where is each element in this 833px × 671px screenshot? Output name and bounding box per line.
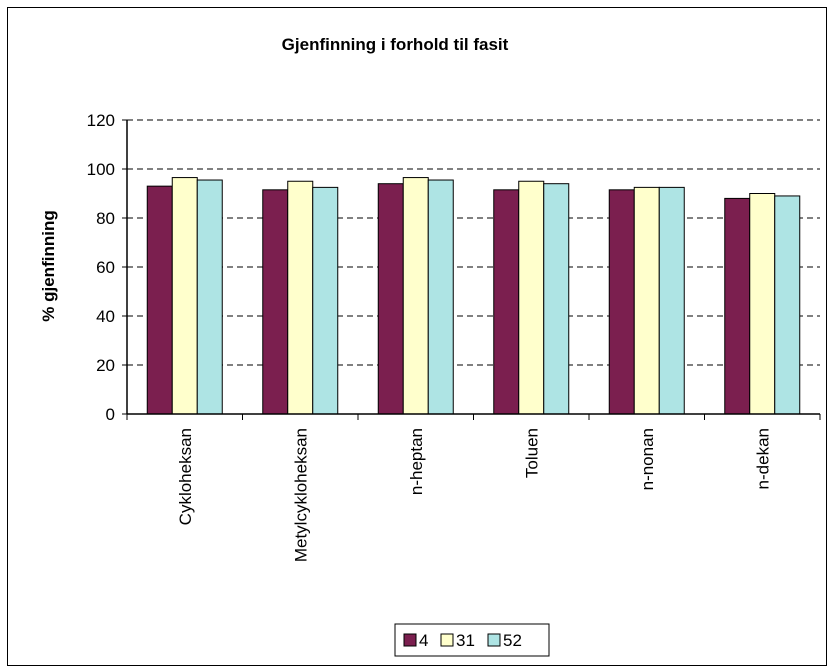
category-label: n-heptan bbox=[407, 428, 426, 495]
chart-title: Gjenfinning i forhold til fasit bbox=[282, 35, 509, 54]
y-tick-label: 0 bbox=[106, 405, 115, 424]
bar bbox=[493, 189, 520, 415]
bar bbox=[427, 179, 454, 415]
bar bbox=[608, 189, 635, 415]
axes bbox=[122, 119, 821, 420]
bar bbox=[171, 177, 198, 415]
legend-label: 31 bbox=[456, 631, 475, 650]
y-tick-label: 80 bbox=[96, 209, 115, 228]
bar bbox=[196, 179, 223, 415]
bar bbox=[658, 186, 685, 415]
bar bbox=[633, 186, 660, 415]
bar bbox=[543, 183, 570, 415]
grid-lines bbox=[127, 119, 820, 366]
legend-swatch bbox=[440, 633, 454, 647]
bar bbox=[724, 197, 751, 415]
legend-swatch bbox=[403, 633, 417, 647]
y-tick-label: 20 bbox=[96, 356, 115, 375]
y-axis-label: % gjenfinning bbox=[39, 210, 58, 321]
y-tick-label: 40 bbox=[96, 307, 115, 326]
bar bbox=[287, 180, 314, 415]
legend-label: 52 bbox=[503, 631, 522, 650]
bar bbox=[774, 195, 801, 415]
bar bbox=[749, 193, 776, 415]
bars bbox=[146, 177, 801, 415]
bar bbox=[377, 183, 404, 415]
y-tick-label: 120 bbox=[87, 111, 115, 130]
category-label: Toluen bbox=[522, 428, 541, 478]
y-tick-label: 100 bbox=[87, 160, 115, 179]
y-tick-label: 60 bbox=[96, 258, 115, 277]
bar bbox=[262, 189, 289, 415]
legend-label: 4 bbox=[419, 631, 428, 650]
category-label: Cykloheksan bbox=[176, 428, 195, 525]
bar bbox=[402, 177, 429, 415]
category-label: n-nonan bbox=[638, 428, 657, 490]
legend: 4 31 52 bbox=[394, 623, 550, 657]
category-label: n-dekan bbox=[753, 428, 772, 489]
bar bbox=[312, 186, 339, 415]
y-tick-labels: 0 20 40 60 80 100 120 bbox=[87, 111, 115, 424]
bar bbox=[518, 180, 545, 415]
category-labels: Cykloheksan Metylcykloheksan n-heptan Tolue… bbox=[176, 428, 773, 562]
legend-box bbox=[394, 623, 550, 657]
bar bbox=[146, 185, 173, 415]
legend-swatch bbox=[487, 633, 501, 647]
category-label: Metylcykloheksan bbox=[291, 428, 310, 562]
